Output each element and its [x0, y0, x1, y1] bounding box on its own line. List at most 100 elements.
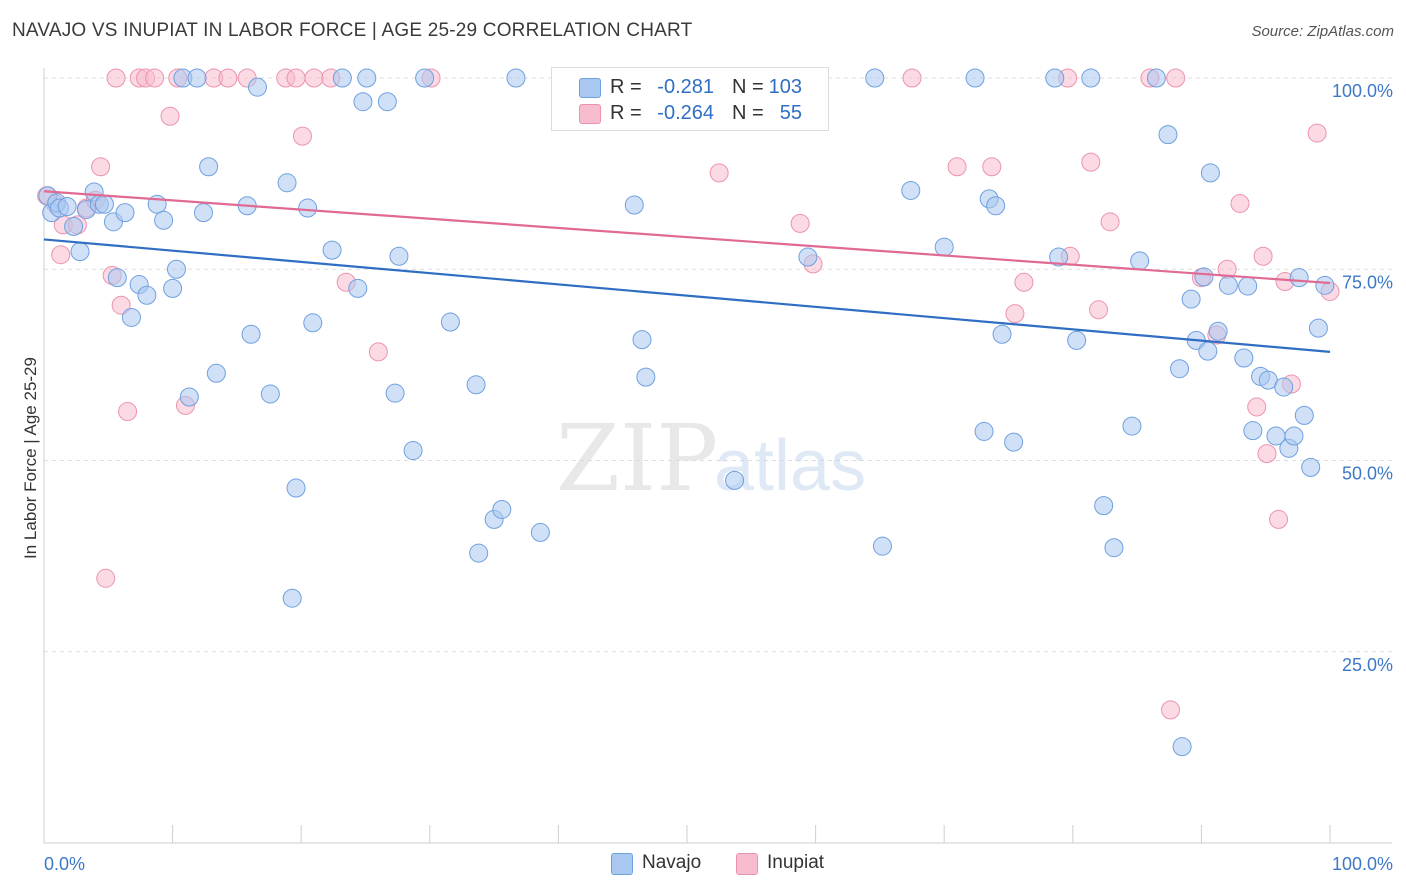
navajo-point [260, 384, 280, 404]
x-tick-label: 0.0% [44, 854, 85, 874]
navajo-point [986, 196, 1006, 216]
navajo-point [469, 543, 489, 563]
series-inupiat [37, 68, 1340, 720]
navajo-point [632, 330, 652, 350]
navajo-point [440, 312, 460, 332]
navajo-point [1315, 275, 1335, 295]
navajo-point [1172, 737, 1192, 757]
navajo-legend-label: Navajo [642, 852, 702, 873]
navajo-point [865, 68, 885, 88]
inupiat-point [790, 213, 810, 233]
navajo-point [1243, 421, 1263, 441]
inupiat-point [947, 157, 967, 177]
navajo-point [1122, 416, 1142, 436]
navajo-point [377, 92, 397, 112]
inupiat-point [1166, 68, 1186, 88]
navajo-point [1130, 251, 1150, 271]
navajo-point [303, 313, 323, 333]
inupiat-point [51, 245, 71, 265]
navajo-point [179, 387, 199, 407]
navajo-point [286, 478, 306, 498]
y-tick-labels: 25.0% 50.0% 75.0% 100.0% [1332, 81, 1393, 675]
navajo-point [403, 441, 423, 461]
navajo-point [974, 421, 994, 441]
navajo-swatch [579, 78, 601, 98]
inupiat-point [304, 68, 324, 88]
navajo-point [1238, 276, 1258, 296]
inupiat-point [286, 68, 306, 88]
inupiat-point [1100, 212, 1120, 232]
inupiat-point [1014, 272, 1034, 292]
navajo-point [1045, 68, 1065, 88]
navajo-point [282, 588, 302, 608]
navajo-point [154, 210, 174, 230]
navajo-point [137, 285, 157, 305]
inupiat-point [1269, 509, 1289, 529]
inupiat-trend-line [43, 190, 1331, 285]
y-tick-label: 100.0% [1332, 81, 1393, 101]
navajo-point [163, 278, 183, 298]
axes [43, 68, 1392, 844]
x-tick-label: 100.0% [1332, 854, 1393, 874]
navajo-point [1194, 267, 1214, 287]
navajo-point [1198, 341, 1218, 361]
inupiat-legend-label: Inupiat [767, 852, 825, 873]
inupiat-point [160, 106, 180, 126]
inupiat-point [1081, 152, 1101, 172]
navajo-point [1200, 163, 1220, 183]
navajo-point [872, 536, 892, 556]
navajo-point [725, 470, 745, 490]
navajo-point [506, 68, 526, 88]
inupiat-point [145, 68, 165, 88]
navajo-point [1289, 268, 1309, 288]
inupiat-point [982, 157, 1002, 177]
navajo-point [166, 259, 186, 279]
navajo-point [199, 157, 219, 177]
navajo-point [94, 194, 114, 214]
navajo-point [1004, 432, 1024, 452]
legend-row-navajo: R = -0.281 N = 103 [552, 75, 828, 101]
navajo-point [121, 307, 141, 327]
navajo-point [247, 77, 267, 97]
series-legend: Navajo Inupiat [0, 852, 1406, 878]
navajo-point [389, 246, 409, 266]
navajo-point [1094, 496, 1114, 516]
navajo-point [1081, 68, 1101, 88]
watermark-atlas: atlas [714, 426, 866, 506]
x-tick-labels: 0.0% 100.0% [44, 854, 1393, 874]
navajo-point [298, 198, 318, 218]
legend-n-value: 103 [768, 76, 802, 98]
inupiat-point [96, 568, 116, 588]
navajo-point [332, 68, 352, 88]
navajo-point [798, 247, 818, 267]
navajo-point [277, 173, 297, 193]
series-navajo [38, 68, 1335, 757]
navajo-point [385, 383, 405, 403]
y-tick-label: 50.0% [1342, 464, 1393, 484]
inupiat-point [118, 402, 138, 422]
legend-r-label: R = [610, 102, 642, 124]
legend-r-value: -0.281 [657, 76, 714, 98]
navajo-point [1049, 247, 1069, 267]
grid-lines [44, 77, 1392, 653]
trend-lines [43, 190, 1331, 353]
inupiat-point [1005, 304, 1025, 324]
inupiat-point [368, 342, 388, 362]
navajo-point [901, 180, 921, 200]
chart-title: NAVAJO VS INUPIAT IN LABOR FORCE | AGE 2… [12, 20, 693, 41]
navajo-point [415, 68, 435, 88]
navajo-point [57, 197, 77, 217]
navajo-point [107, 268, 127, 288]
inupiat-point [1247, 397, 1267, 417]
inupiat-point [709, 163, 729, 183]
inupiat-point [91, 157, 111, 177]
legend-n-label: N = [732, 76, 764, 98]
legend-r-value: -0.264 [657, 102, 714, 124]
navajo-point [934, 237, 954, 257]
inupiat-point [1257, 444, 1277, 464]
navajo-point [206, 363, 226, 383]
navajo-point [241, 324, 261, 344]
navajo-point [353, 92, 373, 112]
navajo-point [1234, 348, 1254, 368]
